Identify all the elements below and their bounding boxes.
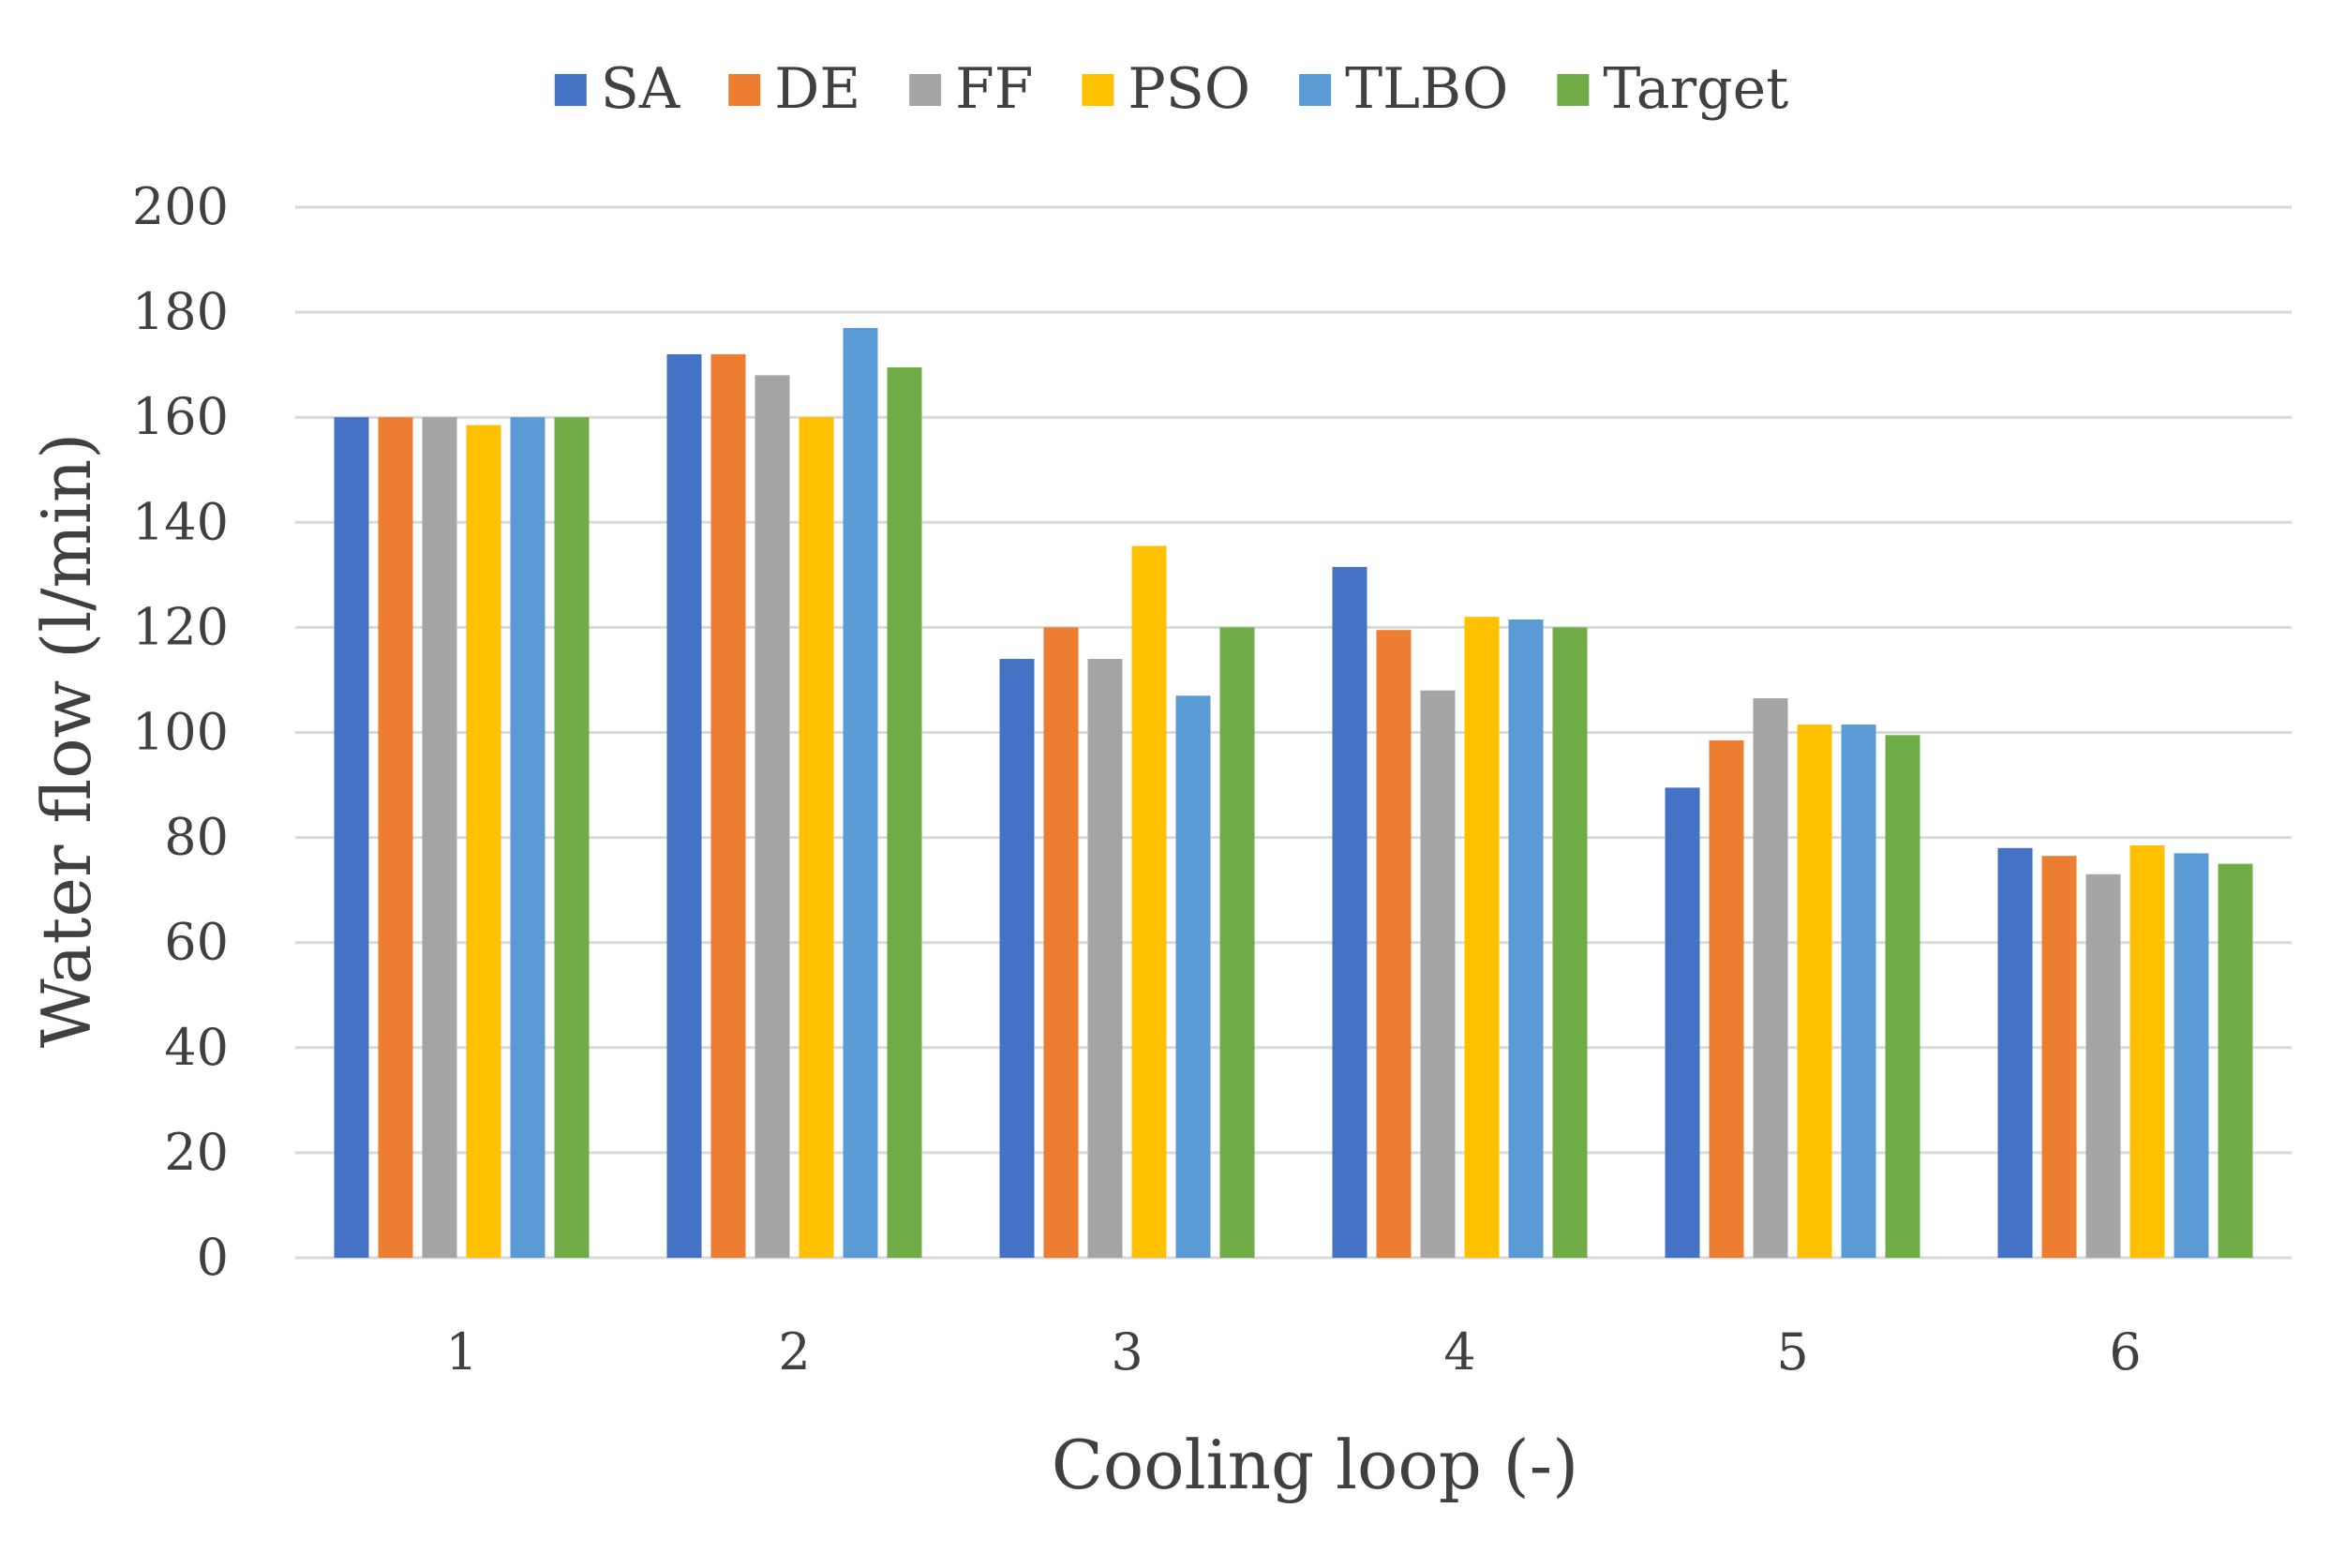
y-tick-label: 200 — [132, 177, 229, 236]
bar-tlbo-loop-5 — [1841, 724, 1876, 1258]
bar-de-loop-5 — [1709, 739, 1744, 1258]
legend-item-pso: PSO — [1082, 56, 1250, 122]
bar-tlbo-loop-2 — [843, 327, 878, 1258]
bar-target-loop-5 — [1885, 735, 1920, 1258]
x-tick-label: 3 — [1111, 1322, 1143, 1381]
y-tick-label: 20 — [164, 1123, 229, 1182]
x-tick-label: 2 — [778, 1322, 810, 1381]
legend-swatch — [909, 74, 942, 106]
bar-target-loop-3 — [1219, 627, 1255, 1258]
legend-item-tlbo: TLBO — [1299, 56, 1508, 122]
legend-item-target: Target — [1557, 56, 1788, 122]
legend-swatch — [1557, 74, 1590, 106]
legend-swatch — [1299, 74, 1332, 106]
bar-sa-loop-5 — [1665, 787, 1700, 1258]
bar-sa-loop-6 — [1997, 847, 2033, 1258]
bar-pso-loop-6 — [2129, 845, 2165, 1258]
bar-sa-loop-2 — [666, 353, 702, 1258]
bar-de-loop-4 — [1376, 630, 1412, 1258]
y-tick-label: 100 — [132, 703, 229, 762]
y-tick-label: 180 — [132, 282, 229, 341]
bar-ff-loop-6 — [2085, 874, 2121, 1258]
x-tick-label: 4 — [1443, 1322, 1475, 1381]
legend-item-de: DE — [728, 56, 860, 122]
bar-pso-loop-3 — [1131, 545, 1167, 1258]
bar-target-loop-1 — [554, 417, 590, 1258]
bar-target-loop-4 — [1552, 627, 1588, 1258]
y-tick-label: 120 — [132, 597, 229, 656]
x-axis-title: Cooling loop (-) — [1052, 1426, 1578, 1504]
gridlines — [295, 205, 2292, 1260]
bar-target-loop-2 — [887, 366, 922, 1258]
legend-swatch — [554, 74, 587, 106]
bar-tlbo-loop-6 — [2174, 853, 2209, 1258]
bar-target-loop-6 — [2218, 863, 2253, 1258]
x-tick-label: 6 — [2109, 1322, 2141, 1381]
y-axis-ticks: 0 20 40 60 80 100 120 140 160 180 200 — [132, 177, 229, 1287]
bar-tlbo-loop-1 — [510, 417, 545, 1258]
x-tick-label: 1 — [445, 1322, 477, 1381]
y-tick-label: 80 — [164, 808, 229, 867]
y-tick-label: 0 — [197, 1228, 229, 1287]
y-tick-label: 60 — [164, 913, 229, 972]
bars — [334, 327, 2253, 1258]
bar-pso-loop-1 — [466, 425, 501, 1258]
legend-swatch — [728, 74, 761, 106]
bar-pso-loop-5 — [1797, 724, 1832, 1258]
bar-sa-loop-4 — [1332, 566, 1367, 1258]
x-tick-label: 5 — [1776, 1322, 1808, 1381]
bar-de-loop-3 — [1043, 627, 1079, 1258]
x-axis-ticks: 1 2 3 4 5 6 — [445, 1322, 2141, 1381]
legend-swatch — [1082, 74, 1114, 106]
legend-label: FF — [955, 56, 1033, 122]
legend-item-ff: FF — [909, 56, 1033, 122]
bar-ff-loop-2 — [755, 375, 790, 1258]
bar-ff-loop-3 — [1087, 659, 1123, 1258]
bar-ff-loop-4 — [1420, 690, 1456, 1258]
legend-label: SA — [601, 56, 680, 122]
y-tick-label: 160 — [132, 387, 229, 446]
bar-de-loop-1 — [378, 417, 413, 1258]
y-tick-label: 140 — [132, 492, 229, 551]
y-axis-title: Water flow (l/min) — [27, 433, 106, 1049]
legend-label: DE — [774, 56, 860, 122]
bar-sa-loop-3 — [999, 659, 1035, 1258]
bar-pso-loop-2 — [799, 417, 834, 1258]
bar-sa-loop-1 — [334, 417, 369, 1258]
legend-item-sa: SA — [554, 56, 680, 122]
legend: SA DE FF PSO TLBO Target — [554, 56, 1788, 122]
legend-label: PSO — [1128, 56, 1250, 122]
bar-ff-loop-5 — [1753, 698, 1788, 1258]
legend-label: Target — [1603, 56, 1788, 122]
bar-de-loop-2 — [710, 353, 746, 1258]
legend-label: TLBO — [1345, 56, 1508, 122]
bar-ff-loop-1 — [422, 417, 457, 1258]
y-tick-label: 40 — [164, 1018, 229, 1077]
bar-de-loop-6 — [2041, 856, 2077, 1258]
bar-pso-loop-4 — [1464, 617, 1500, 1258]
bar-tlbo-loop-3 — [1175, 695, 1211, 1258]
bar-tlbo-loop-4 — [1508, 619, 1544, 1258]
